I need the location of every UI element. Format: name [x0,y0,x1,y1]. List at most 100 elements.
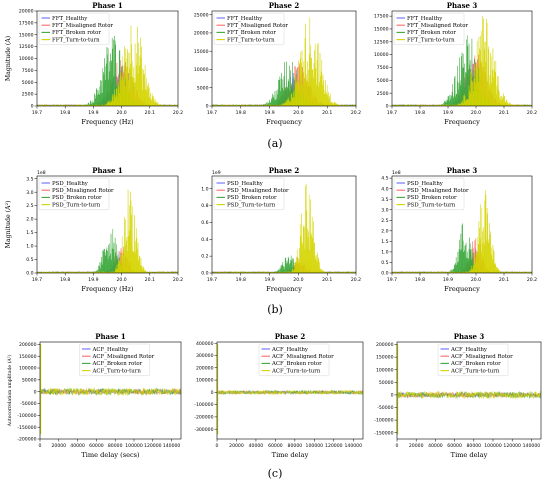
x-tick-label: 20.0 [116,277,126,283]
legend-entry: ACF_Broken rotor [450,361,501,367]
legend-box [213,177,285,210]
x-tick-label: 19.7 [32,110,42,116]
x-tick-label: 0 [216,443,219,449]
legend-entry: FFT_Misaligned Rotor [227,23,288,29]
y-tick-label: -100000 [374,418,393,424]
y-tick-label: -50000 [377,405,393,411]
y-tick-label: 0.4 [201,237,208,243]
chart-acf-phase-2: 0 20000 40000 60000 80000 100000 120000 140000-… [194,332,364,459]
legend-entry: ACF_Misaligned Rotor [271,354,334,360]
legend-entry: FFT_Broken rotor [52,30,101,36]
y-tick-label: 7500 [377,65,389,71]
chart-title: Phase 2 [269,1,300,10]
legend-entry: FFT_Misaligned Rotor [407,23,468,29]
x-tick-label: 140000 [523,443,541,449]
x-tick-label: 120000 [325,443,343,449]
legend-entry: PSD_Turn-to-turn [52,202,101,208]
y-tick-label: 3.0 [381,207,388,213]
x-tick-label: 20.0 [116,110,126,116]
chart-psd-phase-1: 19.7 19.8 19.9 20.0 20.1 20.2 0.0 0.5 1.0 1.5 2.0 2… [5,166,183,293]
y-tick-label: 0.8 [201,203,208,209]
y-tick-label: 4.5 [381,176,388,182]
x-tick-label: 20.2 [173,110,183,116]
y-tick-label: 2.0 [381,228,388,234]
x-tick-label: 19.7 [32,277,42,283]
y-tick-label: 3.5 [381,197,388,203]
x-tick-label: 20.1 [322,277,332,283]
series-group [397,344,541,435]
y-tick-label: 0 [211,390,214,396]
y-tick-label: 1.0 [26,244,33,250]
x-tick-label: 19.9 [443,110,453,116]
x-tick-label: 20.2 [351,277,361,283]
chart-acf-phase-1: 0 20000 40000 60000 80000 100000 120000 140000-… [6,332,182,459]
y-tick-label: 20000 [194,31,209,37]
caption-c: (c) [267,467,283,480]
x-tick-label: 19.8 [415,110,425,116]
x-tick-label: 19.7 [207,277,217,283]
y-tick-label: 2500 [377,91,389,97]
legend-entry: PSD_Broken rotor [52,195,102,201]
legend-box [38,177,110,210]
y-tick-label: 300000 [196,353,214,359]
y-tick-label: -200000 [17,437,36,443]
legend-entry: PSD_Broken rotor [407,195,457,201]
legend-entry: FFT_Healthy [227,16,263,22]
legend-entry: ACF_Healthy [450,347,488,353]
x-axis-label: Frequency (Hz) [81,285,134,293]
legend-entry: ACF_Turn-to-turn [450,368,500,374]
legend-box [258,343,330,376]
plot-frame [211,175,357,274]
y-tick-label: 0 [31,104,34,110]
x-tick-label: 19.7 [207,110,217,116]
legend-box [38,12,110,45]
y-tick-label: 0 [206,104,209,110]
legend-entry: FFT_Turn-to-turn [227,37,275,43]
y-tick-label: 0.0 [381,271,388,277]
y-tick-label: -100000 [17,413,36,419]
y-tick-label: -150000 [17,425,36,431]
series-group [37,189,178,273]
x-tick-label: 19.9 [443,277,453,283]
x-tick-label: 20.0 [293,277,303,283]
y-tick-label: -200000 [194,414,213,420]
y-tick-label: 0 [386,104,389,110]
legend-entry: PSD_Turn-to-turn [227,202,276,208]
y-tick-label: 2500 [22,92,34,98]
series-group [212,183,356,273]
x-tick-label: 140000 [163,443,181,449]
series-group [217,344,363,435]
plot-frame [391,10,533,107]
legend-entry: ACF_Healthy [92,347,130,353]
legend-entry: PSD_Misaligned Rotor [227,188,289,194]
y-tick-label: 5000 [377,78,389,84]
x-tick-label: 20.0 [471,110,481,116]
x-tick-label: 80000 [466,443,481,449]
chart-title: Phase 3 [447,1,478,10]
x-tick-label: 19.8 [60,277,70,283]
caption-b: (b) [267,303,283,316]
y-tick-label: 2.5 [26,203,33,209]
y-tick-label: 400000 [196,341,214,347]
y-tick-label: 2.5 [381,218,388,224]
y-tick-label: 25000 [194,12,209,18]
y-tick-label: 100000 [19,366,37,372]
chart-title: Phase 1 [92,1,123,10]
legend-entry: FFT_Turn-to-turn [407,37,455,43]
legend-entry: ACF_Misaligned Rotor [450,354,513,360]
y-tick-label: 10000 [194,67,209,73]
legend-entry: ACF_Broken rotor [92,361,143,367]
y-axis-label: Magnitude (A²) [5,201,12,249]
y-tick-label: 3.5 [26,176,33,182]
x-tick-label: 0 [39,443,42,449]
legend-entry: PSD_Misaligned Rotor [407,188,469,194]
x-tick-label: 20000 [409,443,424,449]
y-tick-label: 0 [34,389,37,395]
x-tick-label: 20.1 [499,110,509,116]
legend-entry: FFT_Broken rotor [407,30,456,36]
y-tick-label: 0.5 [381,260,388,266]
x-tick-label: 19.8 [415,277,425,283]
